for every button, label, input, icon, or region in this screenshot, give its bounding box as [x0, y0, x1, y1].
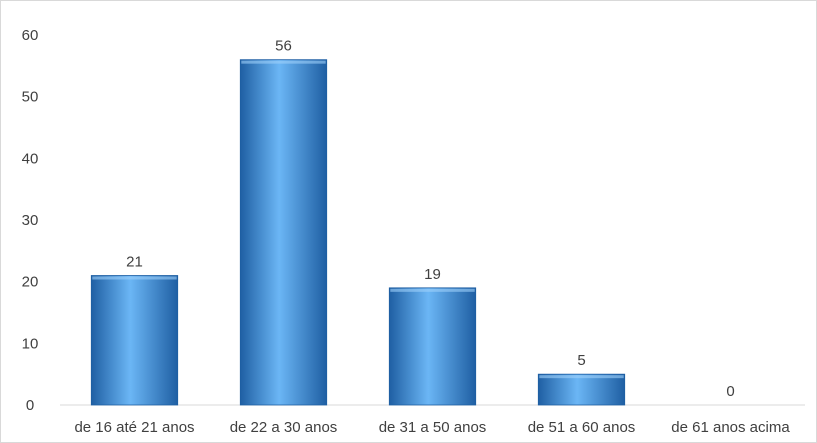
bar	[239, 59, 328, 406]
y-tick-label: 50	[22, 89, 39, 106]
x-axis: de 16 até 21 anos de 22 a 30 anos de 31 a …	[74, 419, 790, 436]
y-tick-label: 40	[22, 150, 39, 167]
x-category-label: de 31 a 50 anos	[379, 419, 487, 436]
data-label: 56	[275, 38, 292, 55]
y-tick-label: 10	[22, 335, 39, 352]
x-category-label: de 51 a 60 anos	[528, 419, 636, 436]
y-tick-label: 0	[26, 397, 34, 414]
bar	[90, 275, 179, 406]
data-label: 0	[726, 383, 734, 400]
bar-highlight	[241, 60, 326, 64]
bar-highlight	[390, 288, 475, 292]
bar	[537, 373, 626, 406]
x-category-label: de 16 até 21 anos	[74, 419, 194, 436]
x-category-label: de 61 anos acima	[671, 419, 790, 436]
y-tick-label: 30	[22, 212, 39, 229]
data-label: 19	[424, 266, 441, 283]
y-tick-label: 20	[22, 274, 39, 291]
data-label: 21	[126, 254, 143, 271]
bar-highlight	[92, 276, 177, 280]
bars: 21 56 19 5 0	[90, 38, 735, 406]
bar-highlight	[539, 375, 624, 379]
bar	[388, 287, 477, 406]
x-category-label: de 22 a 30 anos	[230, 419, 338, 436]
data-label: 5	[577, 352, 585, 369]
y-tick-label: 60	[22, 27, 39, 44]
